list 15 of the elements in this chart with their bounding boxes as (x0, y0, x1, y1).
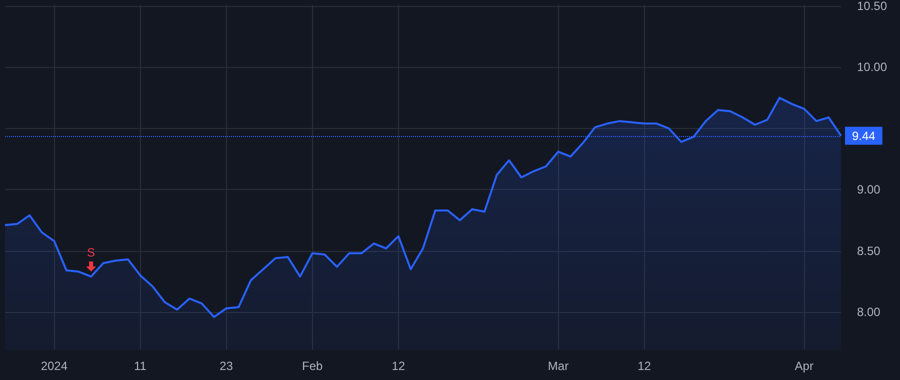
ref-line-label: 9.44 (852, 128, 876, 143)
x-tick-label: Mar (548, 359, 569, 373)
x-tick-label: 12 (392, 359, 406, 373)
x-tick-label: 11 (134, 359, 147, 373)
annotation: S (87, 246, 96, 260)
y-tick-label: 9.00 (857, 182, 881, 197)
x-tick-label: 2024 (40, 359, 68, 373)
x-tick-label: Apr (794, 359, 814, 373)
y-tick-label: 8.50 (857, 244, 881, 258)
y-tick-label: 10.50 (857, 0, 888, 13)
x-tick-label: 12 (638, 359, 652, 373)
x-tick-label: 23 (220, 359, 234, 373)
y-tick-label: 10.00 (857, 60, 888, 74)
y-tick-label: 8.00 (857, 305, 881, 320)
x-tick-label: Feb (302, 359, 324, 373)
